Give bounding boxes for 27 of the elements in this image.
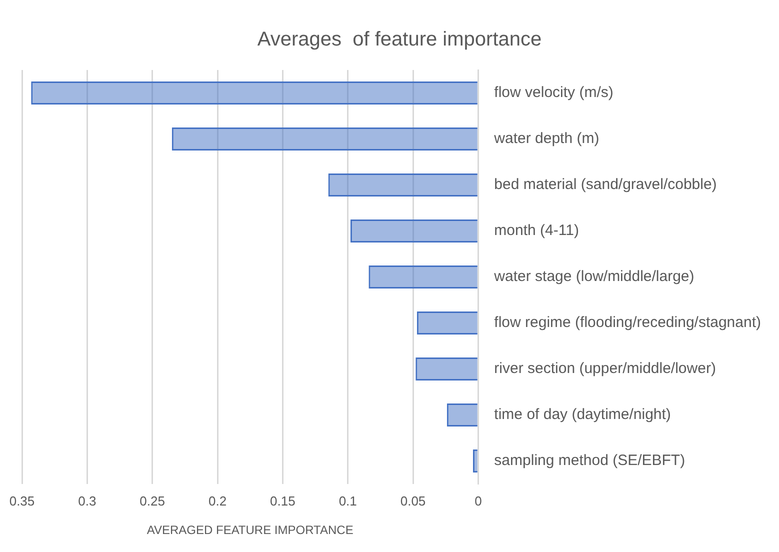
bar — [368, 266, 478, 288]
y-tick-label: flow regime (flooding/receding/stagnant) — [494, 314, 762, 332]
bar — [31, 82, 478, 104]
y-tick-label: water depth (m) — [493, 130, 600, 148]
bar — [416, 358, 478, 380]
bar — [350, 220, 478, 242]
x-tick-label: 0.2 — [208, 493, 227, 508]
y-tick-label: time of day (daytime/night) — [494, 406, 671, 424]
y-tick-label: flow velocity (m/s) — [494, 84, 614, 102]
x-tick-label: 0.15 — [270, 493, 296, 508]
bar — [416, 312, 478, 334]
y-tick-label: bed material (sand/gravel/cobble) — [494, 176, 717, 194]
x-tick-label: 0.25 — [140, 493, 165, 508]
x-tick-label: 0.3 — [78, 493, 96, 508]
y-tick-label: river section (upper/middle/lower) — [494, 360, 716, 378]
x-axis-title: AVERAGED FEATURE IMPORTANCE — [146, 523, 354, 538]
x-tick-label: 0.1 — [338, 493, 357, 508]
chart-title: Averages of feature importance — [257, 28, 542, 51]
x-tick-label: 0.35 — [9, 493, 35, 508]
y-tick-label: water stage (low/middle/large) — [493, 268, 694, 286]
x-tick-label: 0.05 — [400, 493, 426, 508]
bar — [446, 404, 478, 426]
bar — [328, 174, 478, 196]
x-tick-label: 0 — [474, 493, 482, 508]
y-tick-label: month (4-11) — [494, 222, 579, 240]
y-tick-label: sampling method (SE/EBFT) — [494, 452, 686, 470]
bar — [172, 128, 478, 150]
